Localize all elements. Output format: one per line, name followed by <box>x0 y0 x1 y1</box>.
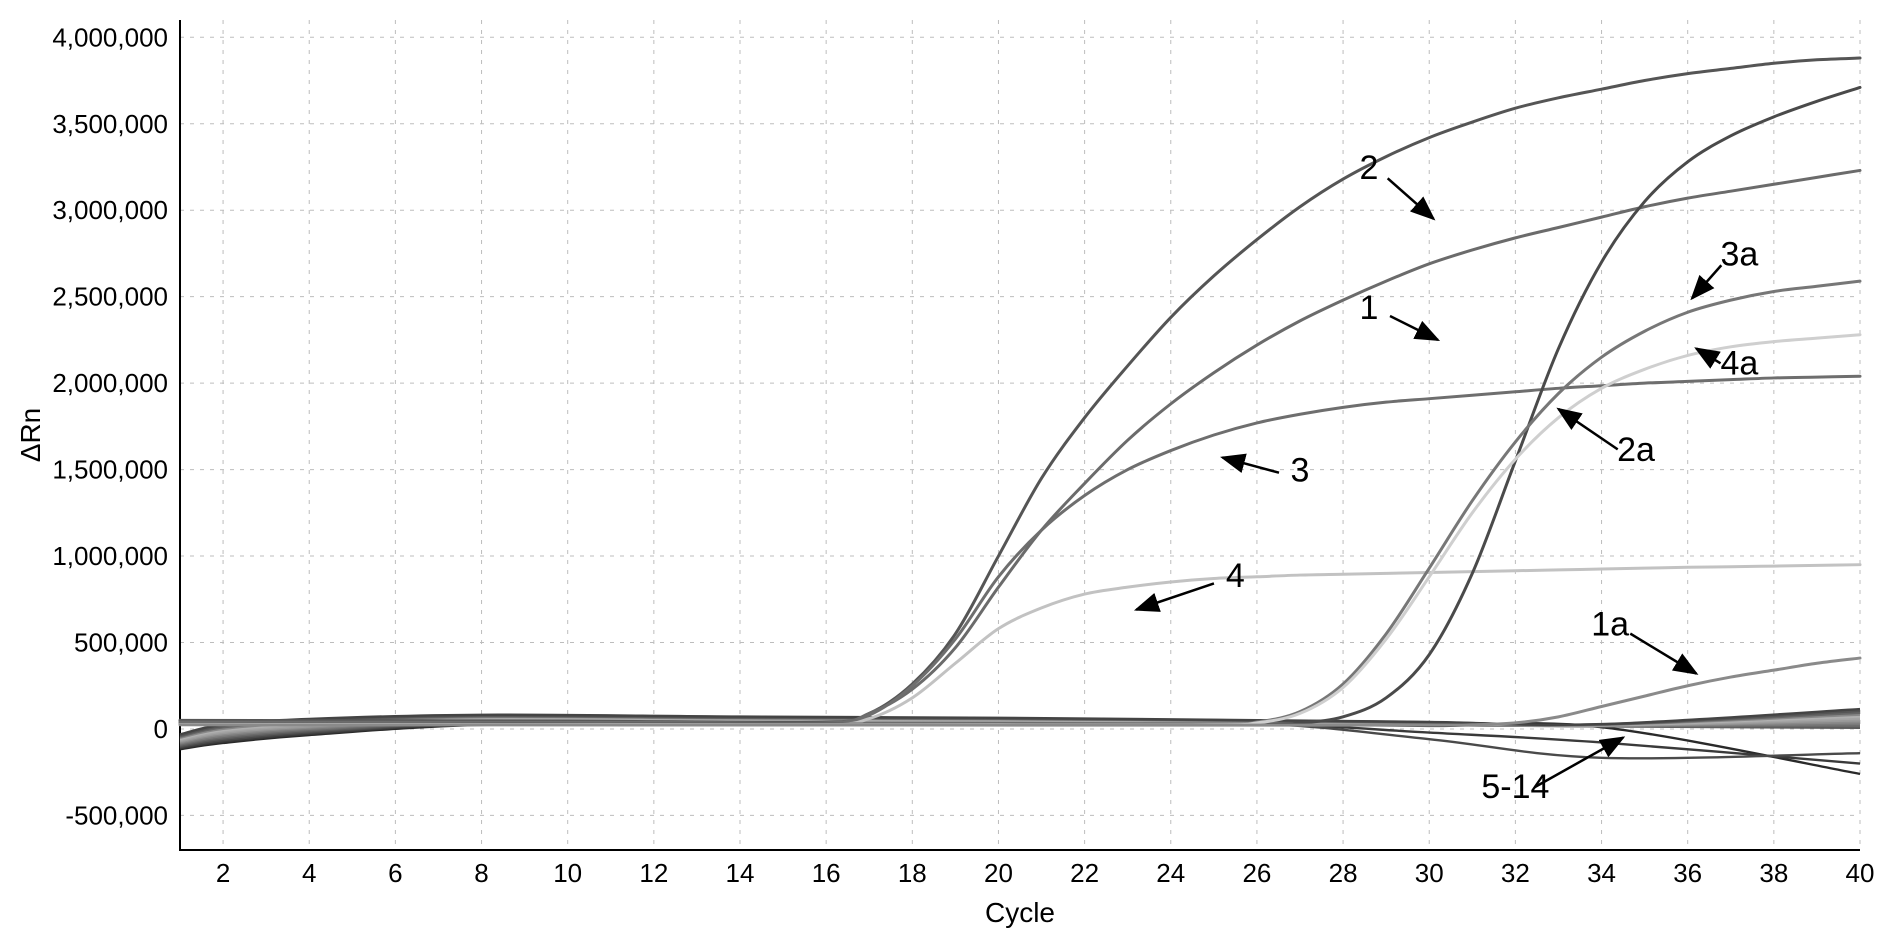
x-tick-label: 8 <box>474 858 488 888</box>
y-tick-label: 2,000,000 <box>52 368 168 398</box>
annotations: 2 1 3 4 2a 3a 4a 1a 5-14 <box>1136 149 1758 806</box>
series-label: 3a <box>1720 236 1758 274</box>
chart-svg: -500,000 0 500,000 1,000,000 1,500,000 2,000,… <box>0 0 1879 945</box>
x-axis-label: Cycle <box>985 897 1055 928</box>
x-tick-label: 20 <box>984 858 1013 888</box>
y-tick-label: 500,000 <box>74 628 168 658</box>
x-tick-label: 10 <box>553 858 582 888</box>
y-tick-label: 4,000,000 <box>52 22 168 52</box>
curve-s3a <box>180 281 1860 725</box>
x-tick-label: 2 <box>216 858 230 888</box>
x-tick-label: 22 <box>1070 858 1099 888</box>
x-tick-label: 30 <box>1415 858 1444 888</box>
annotation-arrow <box>1390 316 1438 340</box>
amplification-plot: -500,000 0 500,000 1,000,000 1,500,000 2,000,… <box>0 0 1879 945</box>
x-tick-label: 40 <box>1846 858 1875 888</box>
annotation-arrow <box>1692 265 1721 298</box>
x-tick-label: 34 <box>1587 858 1616 888</box>
y-tick-label: 1,500,000 <box>52 455 168 485</box>
curve-s4 <box>180 565 1860 725</box>
x-tick-label: 14 <box>726 858 755 888</box>
curve-s3 <box>180 376 1860 724</box>
series-label: 4a <box>1720 344 1758 382</box>
x-tick-label: 18 <box>898 858 927 888</box>
x-tick-label: 26 <box>1242 858 1271 888</box>
y-tick-label: 3,500,000 <box>52 109 168 139</box>
x-tick-label: 38 <box>1759 858 1788 888</box>
baseline-curves <box>180 709 1860 774</box>
x-tick-label: 28 <box>1329 858 1358 888</box>
curve-s4a <box>180 335 1860 725</box>
x-tick-label: 24 <box>1156 858 1185 888</box>
series-label: 1 <box>1359 289 1378 327</box>
baseline-curve <box>180 723 1860 774</box>
y-tick-label: -500,000 <box>65 800 168 830</box>
annotation-arrow <box>1388 178 1434 219</box>
annotation-arrow <box>1558 409 1617 449</box>
annotation-arrow <box>1535 738 1624 788</box>
annotation-arrow <box>1222 457 1279 472</box>
y-tick-label: 1,000,000 <box>52 541 168 571</box>
x-tick-label: 16 <box>812 858 841 888</box>
series-label: 1a <box>1591 606 1629 644</box>
y-tick-label: 2,500,000 <box>52 282 168 312</box>
annotation-arrow <box>1136 583 1214 609</box>
x-tick-label: 4 <box>302 858 316 888</box>
series-label: 3 <box>1291 452 1310 490</box>
x-tick-label: 36 <box>1673 858 1702 888</box>
y-axis-label: ΔRn <box>15 408 46 463</box>
annotation-arrow <box>1630 634 1696 674</box>
y-tick-label: 3,000,000 <box>52 195 168 225</box>
x-tick-label: 6 <box>388 858 402 888</box>
x-tick-label: 32 <box>1501 858 1530 888</box>
y-tick-label: 0 <box>154 714 168 744</box>
series-label: 5-14 <box>1481 768 1549 806</box>
series-label: 2 <box>1359 149 1378 187</box>
series-label: 4 <box>1226 557 1245 595</box>
x-tick-label: 12 <box>639 858 668 888</box>
series-label: 2a <box>1617 431 1655 469</box>
